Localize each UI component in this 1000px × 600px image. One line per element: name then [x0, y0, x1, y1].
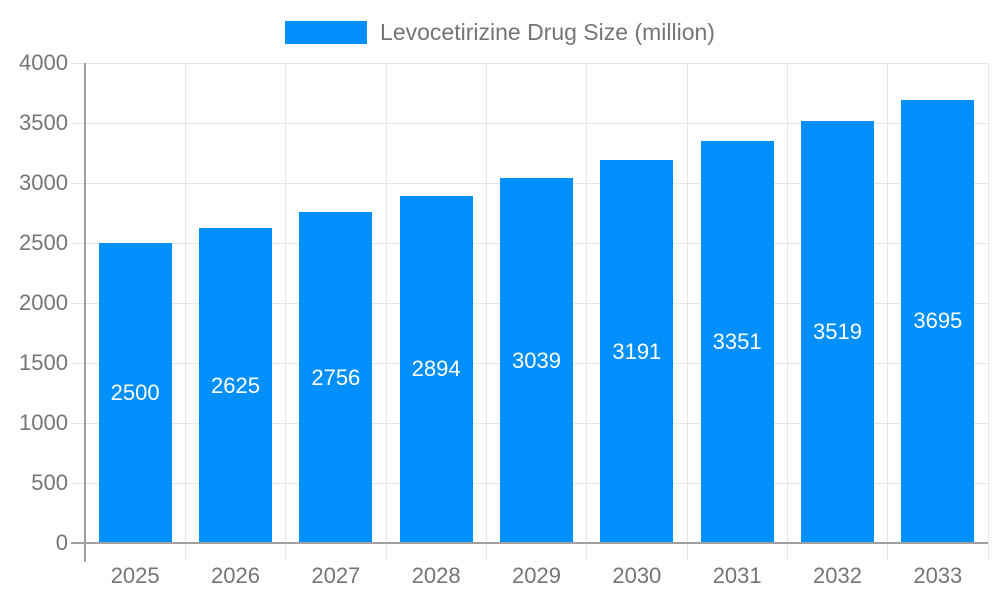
- v-gridline-4: [485, 63, 487, 560]
- v-gridline-7: [786, 63, 788, 560]
- plot-area: 2500 2625 2756 2894 3039 3191 3351 3519 3695 0 500…: [19, 50, 989, 588]
- v-gridline-8: [887, 63, 889, 560]
- y-axis-label-1000: 1000: [19, 410, 68, 435]
- x-axis-line: [71, 542, 988, 544]
- legend-swatch: [285, 21, 368, 44]
- bar-2032[interactable]: 3519: [801, 120, 874, 543]
- bar-value-label: 3519: [813, 318, 862, 344]
- y-axis-label-2500: 2500: [19, 230, 68, 255]
- bar-value-label: 3351: [712, 328, 762, 354]
- bar-2029[interactable]: 3039: [500, 178, 573, 543]
- x-axis-label-2025: 2025: [110, 563, 160, 588]
- x-axis-label-2026: 2026: [211, 563, 260, 588]
- v-gridline-9: [987, 63, 989, 560]
- bar-2026[interactable]: 2625: [199, 228, 272, 543]
- x-axis-label-2027: 2027: [311, 563, 361, 588]
- legend[interactable]: Levocetirizine Drug Size (million): [0, 19, 1000, 45]
- bar-value-label: 2894: [411, 356, 461, 382]
- y-axis-label-2000: 2000: [19, 290, 68, 315]
- x-axis-label-2030: 2030: [612, 563, 662, 588]
- v-gridline-1: [184, 63, 186, 560]
- y-axis-line: [84, 63, 86, 562]
- legend-label: Levocetirizine Drug Size (million): [380, 19, 715, 45]
- bar-2031[interactable]: 3351: [700, 140, 774, 543]
- y-axis-label-3500: 3500: [19, 110, 68, 135]
- bar-2030[interactable]: 3191: [600, 160, 674, 543]
- bar-2033[interactable]: 3695: [901, 99, 975, 543]
- x-axis-label-2029: 2029: [512, 563, 561, 588]
- y-axis-label-3000: 3000: [19, 170, 68, 195]
- bar-value-label: 2756: [311, 364, 361, 390]
- bar-2027[interactable]: 2756: [299, 212, 373, 543]
- y-axis-label-4000: 4000: [19, 50, 68, 75]
- bar-2028[interactable]: 2894: [399, 195, 473, 543]
- y-axis-label-500: 500: [31, 470, 68, 495]
- bar-value-label: 3191: [612, 338, 662, 364]
- x-axis-label-2028: 2028: [411, 563, 461, 588]
- v-gridline-2: [285, 63, 287, 560]
- v-gridline-6: [686, 63, 688, 560]
- v-gridline-3: [385, 63, 387, 560]
- bar-value-label: 2500: [110, 380, 160, 405]
- bar-value-label: 3039: [512, 347, 561, 373]
- bar-value-label: 2625: [211, 372, 260, 398]
- y-axis-label-1500: 1500: [19, 350, 68, 375]
- h-gridline-4000: [71, 62, 988, 64]
- h-gridline-3500: [71, 122, 988, 124]
- v-gridline-5: [586, 63, 588, 560]
- y-axis-label-0: 0: [55, 530, 68, 555]
- bar-value-label: 3695: [913, 308, 963, 334]
- bar-2025[interactable]: 2500: [98, 243, 172, 543]
- x-axis-label-2033: 2033: [913, 563, 963, 588]
- x-axis-label-2032: 2032: [813, 563, 862, 588]
- x-axis-label-2031: 2031: [712, 563, 762, 588]
